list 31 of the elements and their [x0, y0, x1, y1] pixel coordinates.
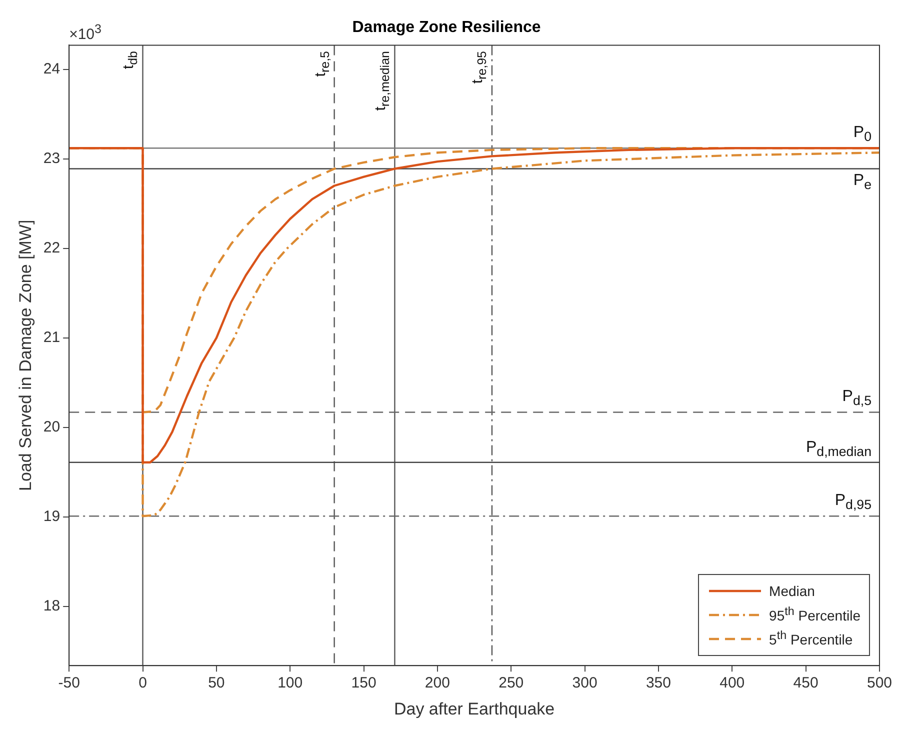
y-tick-label: 18	[43, 598, 60, 615]
x-tick-label: 350	[646, 674, 671, 692]
legend-label: Median	[769, 582, 815, 599]
x-tick-label: 0	[138, 674, 147, 692]
y-tick-label: 20	[43, 418, 60, 436]
y-tick-label: 21	[43, 329, 60, 346]
x-axis-title: Day after Earthquake	[394, 699, 555, 718]
x-tick-label: 150	[351, 674, 376, 692]
ref-line-label: P$_{d,95}$	[834, 492, 872, 514]
x-tick-label: 500	[866, 674, 892, 692]
y-tick-label: 24	[43, 60, 60, 78]
ref-line-label: P$_{0}$	[853, 124, 872, 146]
ref-line-label: P$_{d,median}$	[806, 438, 872, 460]
y-tick-label: 23	[43, 150, 60, 168]
x-tick-label: 200	[424, 674, 450, 692]
x-tick-label: 300	[572, 674, 598, 692]
text: ×10$^{3}$	[69, 22, 102, 44]
y-tick-label: 19	[43, 508, 60, 526]
chart-title: Damage Zone Resilience	[352, 19, 541, 36]
y-axis-title: Load Served in Damage Zone [MW]	[16, 220, 35, 491]
ref-line-label: P$_{d,5}$	[842, 388, 872, 410]
x-tick-label: 50	[208, 674, 225, 692]
y-tick-label: 22	[43, 240, 60, 257]
x-tick-label: 250	[498, 674, 524, 692]
legend-label: 95$^{th}$ Percentile	[769, 605, 860, 624]
ref-line-label: P$_{e}$	[853, 172, 872, 193]
x-tick-label: -50	[58, 674, 80, 692]
x-tick-label: 100	[278, 674, 303, 692]
legend-label: 5$^{th}$ Percentile	[769, 629, 853, 648]
x-tick-label: 400	[720, 674, 745, 692]
x-tick-label: 450	[793, 674, 818, 692]
